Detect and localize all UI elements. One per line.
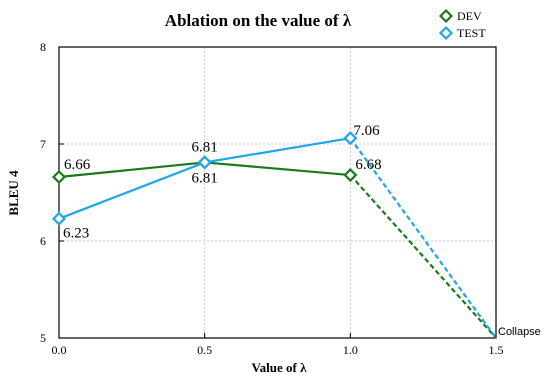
data-point-test (343, 131, 358, 146)
y-axis-title: BLEU 4 (6, 170, 21, 216)
chart-title: Ablation on the value of λ (165, 11, 352, 30)
data-point-test (51, 211, 67, 226)
x-axis-title: Value of λ (251, 360, 307, 375)
annotations: Collapse (498, 326, 541, 338)
series-layer (51, 131, 497, 339)
legend: DEV TEST (438, 8, 486, 41)
data-label-dev: 6.66 (64, 157, 91, 173)
y-tick-label: 5 (40, 331, 46, 345)
legend-label-test: TEST (457, 26, 486, 40)
legend-marker-dev (438, 8, 454, 24)
data-label-test: 6.23 (63, 226, 89, 242)
plot-frame (58, 46, 497, 339)
y-tick-label: 6 (40, 234, 46, 248)
x-tick-label: 1.5 (489, 343, 504, 357)
x-tick-label: 1.0 (343, 343, 358, 357)
x-tick-label: 0.0 (52, 343, 67, 357)
data-point-test (197, 155, 212, 170)
data-point-dev (51, 169, 67, 185)
data-labels: 6.66 6.81 6.68 6.23 6.81 7.06 (63, 123, 382, 242)
data-point-dev (343, 167, 358, 183)
axes (58, 46, 497, 339)
collapse-annotation: Collapse (498, 326, 541, 338)
data-label-dev: 6.81 (192, 170, 218, 186)
y-tick-label: 8 (40, 40, 46, 54)
data-label-test: 7.06 (353, 123, 380, 139)
legend-marker-test (438, 25, 454, 41)
data-label-test: 6.81 (192, 139, 218, 155)
y-tick-label: 7 (40, 137, 46, 151)
grid (59, 47, 496, 338)
tick-labels: 0.0 0.5 1.0 1.5 5 6 7 8 (40, 40, 504, 357)
x-tick-label: 0.5 (197, 343, 212, 357)
series-dashed-test (349, 137, 497, 339)
legend-label-dev: DEV (457, 9, 482, 23)
series-dashed-dev (349, 174, 497, 339)
data-label-dev: 6.68 (355, 157, 381, 173)
